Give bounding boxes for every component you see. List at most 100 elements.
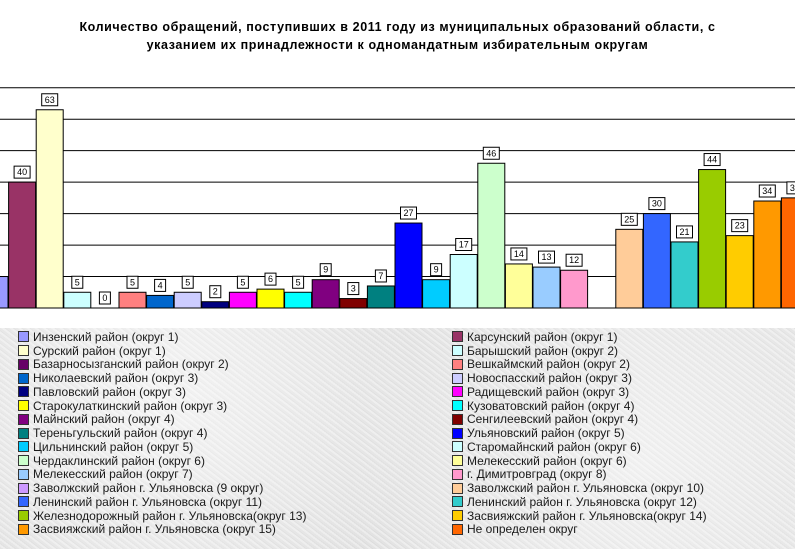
legend-label-12: Майнский район (округ 4)	[33, 412, 175, 427]
data-label-21: 12	[569, 255, 579, 265]
legend-swatch-5	[452, 358, 463, 370]
legend-label-9: Радищевский район (округ 3)	[467, 384, 630, 399]
legend-swatch-12	[18, 413, 29, 425]
legend-swatch-8	[18, 386, 29, 398]
bar-16	[422, 279, 451, 309]
legend-item-2: Сурский район (округ 1)	[18, 344, 166, 358]
legend-label-16: Цильнинский район (округ 5)	[33, 439, 194, 454]
legend-swatch-28	[18, 523, 29, 535]
bar-1	[8, 181, 37, 309]
legend-item-12: Майнский район (округ 4)	[18, 412, 175, 427]
legend-label-14: Тереньгульский район (округ 4)	[33, 426, 208, 440]
data-label-19: 14	[514, 249, 524, 259]
data-label-box-18	[482, 146, 500, 160]
legend-swatch-10	[18, 400, 29, 411]
data-label-3: 5	[75, 277, 80, 287]
legend-item-5: Вешкаймский район (округ 2)	[452, 357, 630, 371]
legend-item-27: Засвияжский район г. Ульяновска(округ 14…	[452, 509, 707, 523]
data-label-box-13	[347, 282, 360, 296]
legend-swatch-9	[452, 386, 463, 398]
data-label-4: 0	[102, 293, 107, 303]
bar-14	[366, 285, 395, 309]
legend-label-10: Старокулаткинский район (округ 3)	[33, 398, 228, 413]
legend-swatch-0	[18, 331, 29, 343]
legend-swatch-26	[18, 510, 29, 521]
legend-swatch-17	[452, 441, 463, 453]
data-label-27: 23	[735, 221, 745, 231]
legend-label-21: г. Димитровград (округ 8)	[467, 467, 607, 482]
data-label-11: 5	[296, 277, 301, 287]
legend-label-2: Сурский район (округ 1)	[33, 343, 166, 358]
legend-item-20: Мелекесский район (округ 7)	[18, 467, 193, 481]
bar-17	[449, 254, 478, 309]
data-label-box-16	[430, 263, 443, 277]
data-label-18: 46	[486, 148, 496, 158]
data-label-14: 7	[378, 271, 383, 281]
data-label-29: 35	[790, 183, 795, 193]
legend-item-9: Радищевский район (округ 3)	[452, 385, 629, 399]
bar-12	[311, 279, 340, 309]
bar-28	[753, 200, 782, 309]
legend-swatch-3	[452, 345, 463, 356]
data-label-box-3	[71, 275, 84, 289]
data-label-box-5	[126, 275, 139, 289]
legend-item-29: Не определен округ	[452, 522, 578, 537]
data-label-box-9	[236, 275, 249, 289]
data-label-10: 6	[268, 274, 273, 284]
data-label-17: 17	[459, 240, 469, 250]
bar-5	[118, 291, 147, 309]
legend-swatch-19	[452, 455, 463, 466]
legend-label-8: Павловский район (округ 3)	[33, 384, 186, 399]
data-label-23: 25	[624, 214, 634, 224]
data-label-box-28	[758, 184, 776, 198]
bar-24	[642, 213, 671, 309]
data-label-box-23	[620, 212, 638, 226]
legend-swatch-1	[452, 331, 463, 343]
legend-item-24: Ленинский район г. Ульяновска (округ 11)	[18, 495, 262, 509]
legend-swatch-20	[18, 468, 29, 480]
legend-item-19: Мелекесский район (округ 6)	[452, 454, 627, 468]
legend-swatch-11	[452, 400, 463, 411]
data-label-box-7	[181, 275, 194, 289]
legend-item-18: Чердаклинский район (округ 6)	[18, 454, 205, 468]
legend-label-29: Не определен округ	[467, 522, 578, 537]
data-label-16: 9	[434, 265, 439, 275]
bar-29	[780, 197, 795, 309]
legend-item-14: Тереньгульский район (округ 4)	[18, 426, 207, 440]
legend-item-3: Барышский район (округ 2)	[452, 344, 618, 358]
legend-swatch-27	[452, 510, 463, 521]
bar-8	[201, 301, 230, 309]
data-label-6: 4	[158, 280, 163, 290]
data-label-28: 34	[762, 186, 772, 196]
bar-26	[698, 169, 727, 309]
legend-item-23: Заволжский район г. Ульяновска (округ 10…	[452, 481, 704, 495]
data-label-box-15	[400, 206, 417, 220]
bar-25	[670, 241, 699, 309]
legend-label-3: Барышский район (округ 2)	[467, 343, 618, 358]
data-label-24: 30	[652, 199, 662, 209]
bar-3	[63, 291, 92, 309]
legend-label-6: Николаевский район (округ 3)	[33, 371, 199, 385]
bar-15	[394, 222, 423, 309]
legend-item-21: г. Димитровград (округ 8)	[452, 467, 607, 482]
legend-item-15: Ульяновский район (округ 5)	[452, 426, 625, 440]
legend-swatch-2	[18, 345, 29, 356]
data-label-box-4	[98, 291, 111, 305]
legend-label-4: Базарносызганский район (округ 2)	[33, 357, 229, 372]
plot-area: 40 63 5 0 5 4 5 2 5 6 5 9 3 7 27 9 17 46 14 13 12 25 30 21 44 23 3…	[0, 72, 795, 312]
data-label-box-24	[648, 197, 666, 211]
legend-item-22: Заволжский район г. Ульяновска (9 округ)	[18, 481, 263, 495]
data-label-box-12	[319, 263, 332, 277]
data-label-box-8	[209, 285, 222, 299]
data-label-12: 9	[323, 265, 328, 275]
chart-title-line-2: указанием их принадлежности к одномандат…	[146, 38, 649, 52]
data-label-box-6	[154, 278, 167, 292]
legend-label-28: Засвияжский район г. Ульяновска (округ 1…	[33, 522, 276, 537]
legend-item-6: Николаевский район (округ 3)	[18, 371, 198, 385]
legend-label-26: Железнодорожный район г. Ульяновска(окру…	[33, 508, 307, 523]
data-label-26: 44	[707, 155, 717, 165]
legend-label-23: Заволжский район г. Ульяновска (округ 10…	[467, 481, 705, 495]
data-label-25: 21	[679, 227, 689, 237]
bar-21	[560, 269, 589, 309]
legend-label-25: Ленинский район г. Ульяновска (округ 12)	[467, 494, 697, 509]
